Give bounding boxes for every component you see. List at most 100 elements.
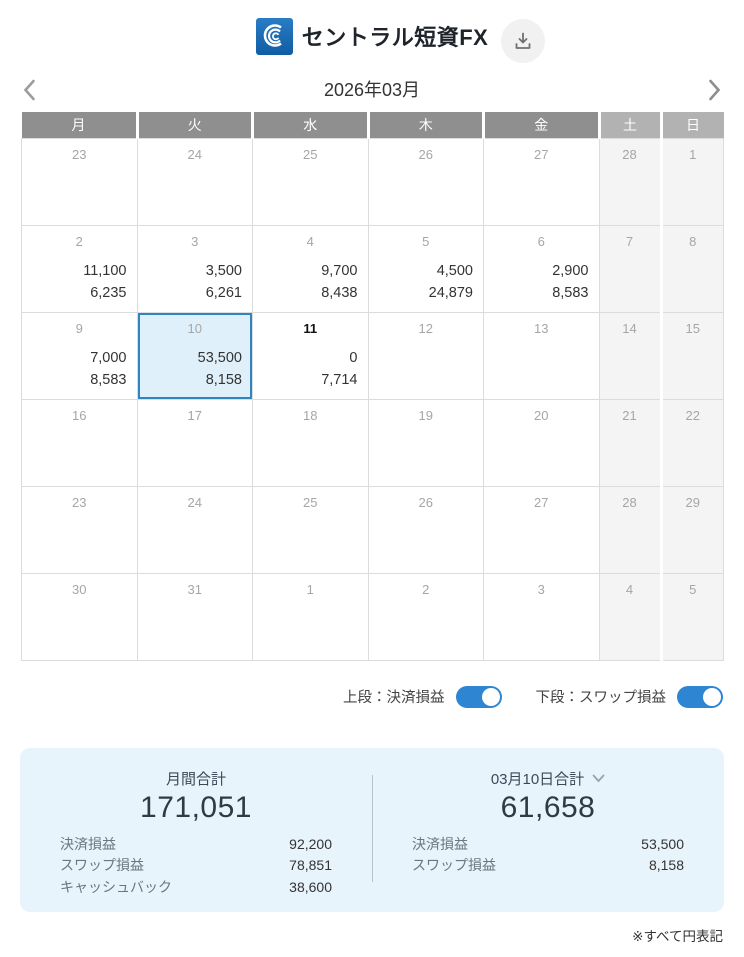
calendar-day-cell[interactable]: 10 53,500 8,158 [136, 311, 253, 400]
calendar-day-cell[interactable]: 12 [367, 311, 484, 400]
calendar-day-cell[interactable]: 4 [598, 572, 662, 661]
calendar-day-cell[interactable]: 20 [483, 398, 600, 487]
day-values: 9,700 8,438 [253, 260, 368, 312]
daily-summary-dropdown[interactable]: 03月10日合計 [491, 768, 605, 789]
calendar-day-cell[interactable]: 31 [136, 572, 253, 661]
calendar-day-cell[interactable]: 15 [659, 311, 724, 400]
day-number: 4 [306, 233, 314, 249]
calendar-day-cell[interactable]: 5 [659, 572, 724, 661]
settlement-pl-value: 53,500 [641, 835, 684, 852]
cashback-value: 38,600 [289, 878, 332, 895]
toggle-knob [481, 687, 500, 706]
summary-row: キャッシュバック 38,600 [60, 877, 332, 899]
calendar-day-cell[interactable]: 1 [252, 572, 369, 661]
calendar-day-cell[interactable]: 25 [252, 137, 369, 226]
summary-row: スワップ損益 8,158 [412, 855, 684, 877]
day-number: 8 [689, 233, 697, 249]
calendar-day-cell[interactable]: 16 [21, 398, 138, 487]
settlement-pl-label: 決済損益 [412, 835, 468, 852]
calendar-day-cell[interactable]: 24 [136, 485, 253, 574]
day-number: 7 [625, 233, 634, 249]
calendar-day-cell[interactable]: 17 [136, 398, 253, 487]
day-number: 21 [622, 407, 637, 423]
calendar-day-cell[interactable]: 13 [483, 311, 600, 400]
settlement-pl-value: 92,200 [289, 835, 332, 852]
calendar-day-cell[interactable]: 6 2,900 8,583 [483, 224, 600, 313]
swap-pl-value: 8,438 [321, 284, 358, 301]
download-icon [515, 32, 531, 49]
day-header-sun: 日 [661, 112, 724, 138]
day-number: 13 [534, 320, 549, 336]
day-number: 5 [689, 581, 697, 597]
day-number: 14 [622, 320, 637, 336]
calendar-day-cell[interactable]: 26 [367, 485, 484, 574]
calendar-day-cell[interactable]: 3 [483, 572, 600, 661]
day-number: 28 [622, 494, 637, 510]
cashback-label: キャッシュバック [60, 878, 172, 895]
day-number: 3 [191, 233, 199, 249]
day-number: 27 [534, 494, 549, 510]
download-button[interactable] [501, 19, 545, 63]
calendar-day-cell[interactable]: 7 [598, 224, 662, 313]
day-number: 5 [422, 233, 430, 249]
calendar-day-cell[interactable]: 11 0 7,714 [252, 311, 369, 400]
central-tanshi-logo-icon [255, 17, 293, 55]
calendar-day-cell[interactable]: 23 [21, 485, 138, 574]
calendar-day-cell[interactable]: 1 [659, 137, 724, 226]
day-number: 23 [72, 146, 87, 162]
swap-pl-value: 8,158 [205, 371, 242, 388]
calendar-day-cell[interactable]: 21 [598, 398, 662, 487]
day-header-tue: 火 [137, 112, 254, 138]
month-title: 2026年03月 [323, 80, 421, 100]
upper-row-toggle-switch[interactable] [455, 685, 502, 708]
calendar-day-cell[interactable]: 3 3,500 6,261 [136, 224, 253, 313]
calendar-day-cell[interactable]: 27 [483, 137, 600, 226]
summary-row: スワップ損益 78,851 [60, 855, 332, 877]
day-number: 1 [689, 146, 697, 162]
next-month-button[interactable] [705, 76, 725, 107]
summary-row: 決済損益 92,200 [60, 834, 332, 856]
summary-panel: 月間合計 171,051 決済損益 92,200 スワップ損益 78,851 キ… [20, 747, 724, 912]
calendar-day-cell[interactable]: 9 7,000 8,583 [21, 311, 138, 400]
day-number: 31 [187, 581, 202, 597]
day-number: 25 [303, 146, 318, 162]
calendar-day-cell[interactable]: 14 [598, 311, 662, 400]
toggle-knob [703, 687, 721, 706]
day-number: 16 [72, 407, 87, 423]
day-header-fri: 金 [483, 112, 601, 138]
monthly-summary-title: 月間合計 [165, 771, 226, 788]
calendar-day-cell[interactable]: 25 [252, 485, 369, 574]
day-number: 26 [418, 146, 433, 162]
calendar-day-cell[interactable]: 28 [598, 137, 662, 226]
lower-row-toggle-switch[interactable] [677, 685, 723, 708]
calendar-day-cell[interactable]: 8 [659, 224, 724, 313]
day-values: 11,100 6,235 [22, 260, 137, 312]
calendar-day-cell[interactable]: 24 [136, 137, 253, 226]
calendar-day-cell[interactable]: 26 [367, 137, 484, 226]
day-number: 25 [303, 494, 318, 510]
calendar-day-cell[interactable]: 28 [598, 485, 662, 574]
calendar-day-cell[interactable]: 29 [659, 485, 724, 574]
swap-pl-value: 24,879 [428, 284, 473, 301]
calendar-day-cell[interactable]: 27 [483, 485, 600, 574]
swap-pl-value: 78,851 [289, 857, 332, 873]
previous-month-button[interactable] [19, 76, 39, 107]
calendar-day-cell[interactable]: 2 11,100 6,235 [21, 224, 138, 313]
calendar-day-cell[interactable]: 4 9,700 8,438 [252, 224, 369, 313]
calendar-day-cell[interactable]: 5 4,500 24,879 [367, 224, 484, 313]
swap-pl-value: 6,235 [90, 284, 127, 301]
calendar-day-cell[interactable]: 22 [659, 398, 724, 487]
day-number: 24 [187, 494, 202, 510]
settlement-pl-value: 4,500 [436, 262, 473, 279]
day-number: 3 [537, 581, 545, 597]
calendar-week-row: 30 31 1 2 3 4 5 [21, 572, 724, 661]
day-number: 20 [534, 407, 549, 423]
day-number: 26 [418, 494, 433, 510]
day-values: 7,000 8,583 [22, 347, 137, 399]
calendar-day-cell[interactable]: 23 [21, 137, 138, 226]
swap-pl-label: スワップ損益 [412, 857, 496, 873]
calendar-day-cell[interactable]: 18 [252, 398, 369, 487]
calendar-day-cell[interactable]: 2 [367, 572, 484, 661]
calendar-day-cell[interactable]: 30 [21, 572, 138, 661]
calendar-day-cell[interactable]: 19 [367, 398, 484, 487]
